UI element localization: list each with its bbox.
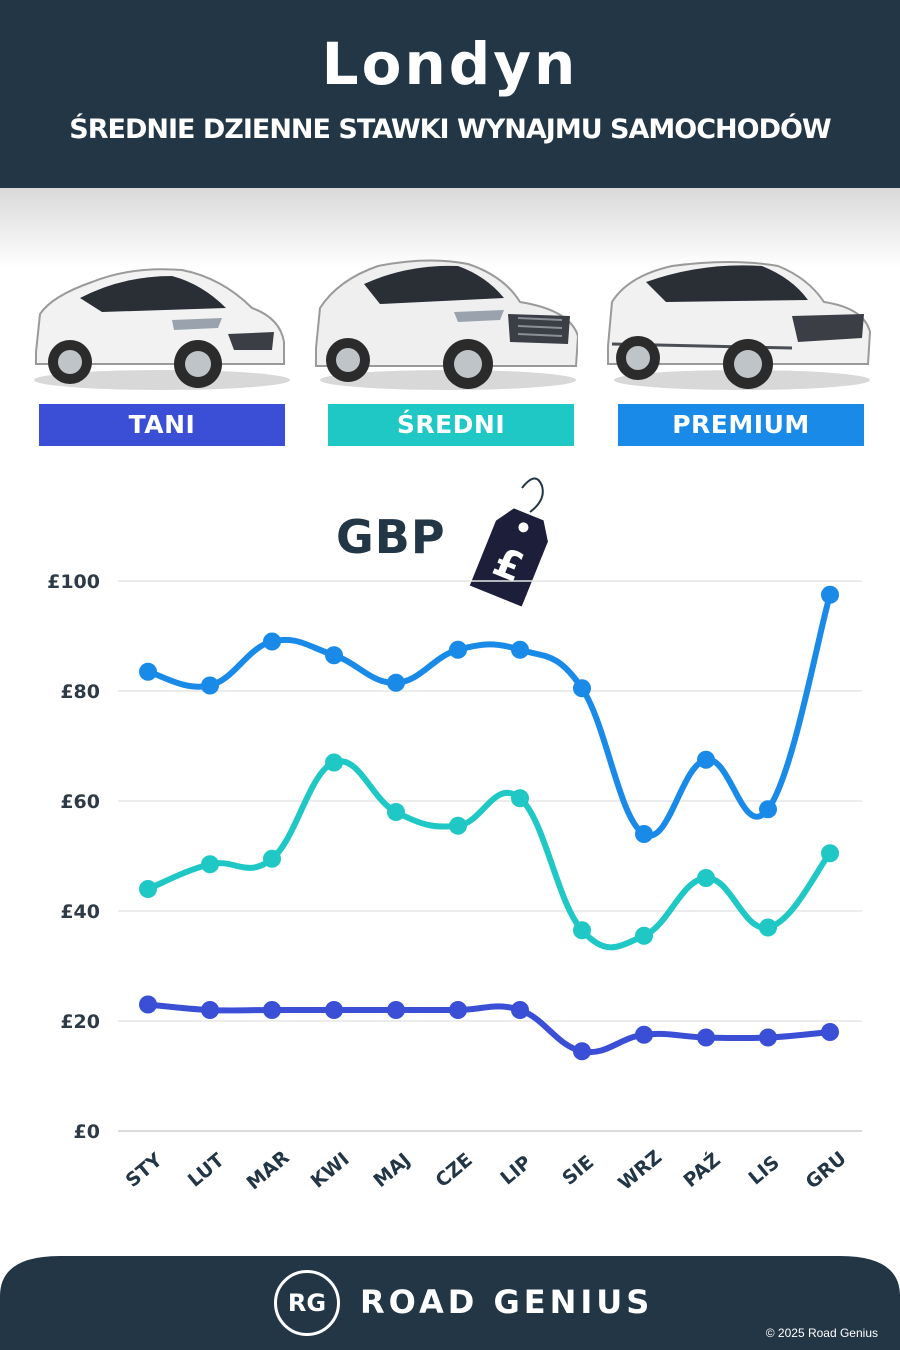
- y-tick-label: £100: [47, 571, 100, 593]
- data-point: [387, 673, 405, 692]
- data-point: [821, 1023, 839, 1041]
- data-point: [511, 1001, 529, 1019]
- data-point: [449, 640, 467, 659]
- data-point: [139, 995, 157, 1014]
- data-point: [635, 825, 653, 843]
- data-point: [325, 646, 343, 665]
- y-axis-ticks: £0 £20 £40 £60 £80 £100: [47, 571, 100, 1143]
- category-label-premium: PREMIUM: [618, 404, 864, 446]
- y-tick-label: £20: [60, 1011, 100, 1033]
- currency-label: GBP: [336, 510, 446, 564]
- data-point: [635, 926, 653, 945]
- data-point: [759, 800, 777, 819]
- data-point: [387, 1001, 405, 1019]
- x-tick-label: MAR: [243, 1146, 294, 1194]
- data-point: [263, 1001, 281, 1019]
- category-label-sredni: ŚREDNI: [328, 404, 574, 446]
- data-point: [449, 1001, 467, 1019]
- y-tick-label: £60: [60, 791, 100, 813]
- data-point: [697, 1028, 715, 1047]
- x-tick-label: PAŹ: [679, 1148, 725, 1192]
- series-line: [145, 758, 833, 951]
- data-point: [697, 869, 715, 887]
- city-title: Londyn: [321, 30, 579, 98]
- data-point: [449, 816, 467, 835]
- road-genius-logo: RG: [274, 1270, 340, 1336]
- brand-name: ROAD GENIUS: [360, 1283, 654, 1321]
- x-tick-label: SIE: [558, 1151, 598, 1190]
- category-label-tani: TANI: [39, 404, 285, 446]
- chart-grid: [118, 580, 862, 1132]
- data-point: [139, 880, 157, 898]
- header: Londyn ŚREDNIE DZIENNE STAWKI WYNAJMU SA…: [0, 0, 900, 188]
- data-point: [263, 849, 281, 868]
- data-point: [201, 1001, 219, 1019]
- data-point: [821, 844, 839, 863]
- x-tick-label: KWI: [307, 1148, 354, 1192]
- data-point: [759, 1028, 777, 1047]
- x-tick-label: STY: [122, 1149, 167, 1192]
- data-point: [511, 640, 529, 659]
- x-tick-label: WRZ: [614, 1146, 666, 1195]
- data-point: [139, 662, 157, 681]
- x-tick-label: LIS: [744, 1151, 783, 1189]
- x-axis-ticks: STY LUT MAR KWI MAJ CZE LIP SIE WRZ PAŹ LIS GRU: [122, 1146, 851, 1195]
- chart-series: [139, 585, 839, 1061]
- x-tick-label: LUT: [184, 1149, 229, 1191]
- suv-car-image: [315, 259, 578, 390]
- y-tick-label: £40: [60, 901, 100, 923]
- data-point: [635, 1025, 653, 1044]
- copyright-text: © 2025 Road Genius: [765, 1326, 878, 1340]
- x-tick-label: LIP: [496, 1151, 536, 1189]
- y-tick-label: £80: [60, 681, 100, 703]
- data-point: [201, 676, 219, 695]
- y-tick-label: £0: [74, 1121, 100, 1143]
- line-chart: £0 £20 £40 £60 £80 £100 STY LUT MAR KWI MAJ CZE LIP…: [47, 571, 862, 1195]
- data-point: [759, 918, 777, 937]
- header-shadow: [0, 188, 900, 268]
- premium-suv-car-image: [607, 261, 872, 390]
- data-point: [325, 753, 343, 772]
- x-tick-label: MAJ: [369, 1149, 414, 1192]
- data-point: [573, 679, 591, 698]
- data-point: [201, 855, 219, 874]
- price-tag-icon: £: [469, 477, 548, 607]
- data-point: [821, 585, 839, 604]
- footer-band: [0, 1256, 900, 1350]
- data-point: [263, 632, 281, 651]
- data-point: [697, 750, 715, 769]
- series-line: [145, 1001, 833, 1056]
- data-point: [573, 1042, 591, 1061]
- data-point: [387, 803, 405, 821]
- x-tick-label: CZE: [431, 1149, 476, 1192]
- data-point: [573, 921, 591, 940]
- x-tick-label: GRU: [802, 1147, 851, 1193]
- data-point: [511, 789, 529, 808]
- hatchback-car-image: [34, 268, 290, 390]
- data-point: [325, 1001, 343, 1019]
- chart-subtitle: ŚREDNIE DZIENNE STAWKI WYNAJMU SAMOCHODÓ…: [69, 114, 831, 145]
